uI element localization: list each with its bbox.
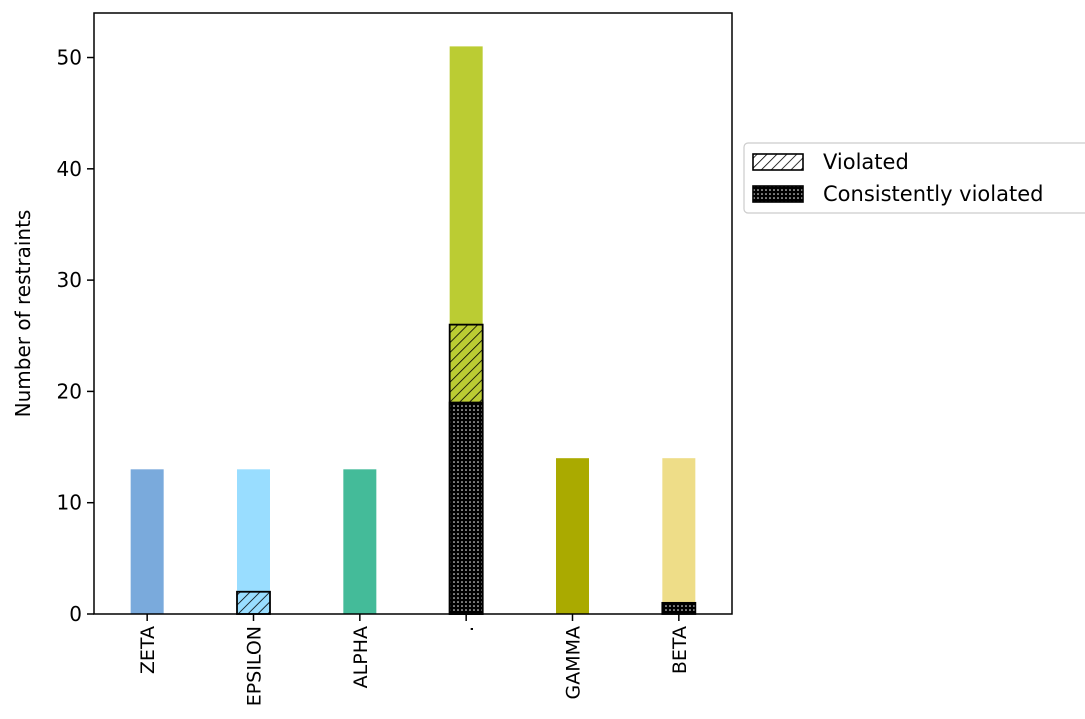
legend-swatch-0 (752, 153, 804, 171)
bar-consistently-violated-5 (661, 601, 697, 615)
bar-total-0 (130, 469, 164, 614)
bar-total-2 (343, 469, 377, 614)
x-tick-label-2: ALPHA (350, 626, 372, 688)
bar-violated-1 (236, 590, 271, 615)
legend-box (743, 142, 1085, 214)
y-tick-label-50: 50 (57, 46, 82, 70)
x-axis: ZETA EPSILON ALPHA. GAMMA BETA (137, 614, 691, 706)
bar-total-4 (556, 458, 589, 614)
y-axis-title: Number of restraints (11, 210, 35, 418)
y-tick-label-10: 10 (57, 491, 82, 515)
y-tick-label-0: 0 (69, 602, 82, 626)
legend-label-0: Violated (823, 150, 909, 174)
y-tick-label-40: 40 (57, 157, 82, 181)
legend: Violated Consistently violated (743, 142, 1085, 214)
bar-total-5 (662, 458, 696, 614)
bars-group (130, 46, 697, 615)
bar-total-1 (237, 469, 270, 614)
x-tick-label-4: GAMMA (563, 626, 585, 700)
y-tick-label-30: 30 (57, 268, 82, 292)
y-axis: 0 10 20 30 40 50 (57, 46, 94, 626)
legend-label-1: Consistently violated (823, 182, 1043, 206)
x-tick-label-5: BETA (669, 626, 691, 674)
plot-frame (93, 12, 733, 615)
x-tick-label-1: EPSILON (244, 626, 266, 706)
legend-swatch-1 (752, 185, 804, 203)
bar-consistently-violated-3 (448, 401, 484, 615)
x-tick-label-3: . (456, 626, 478, 632)
x-tick-label-0: ZETA (137, 626, 159, 674)
y-tick-label-20: 20 (57, 379, 82, 403)
